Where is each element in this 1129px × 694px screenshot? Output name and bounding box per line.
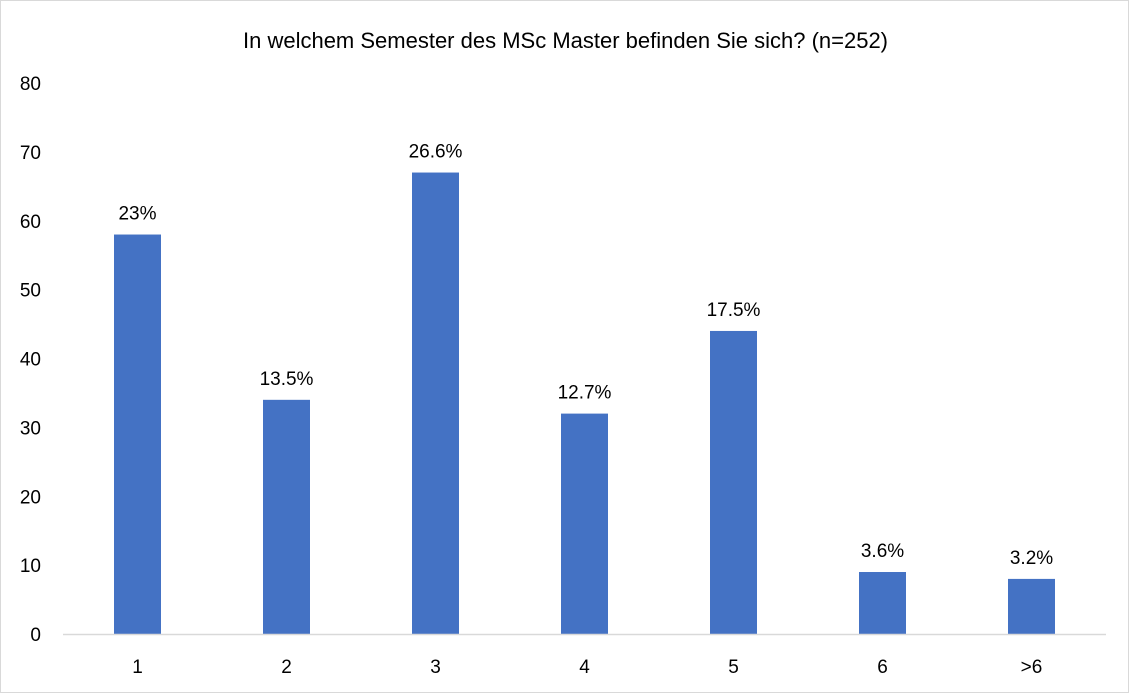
data-labels: 23% 13.5% 26.6% 12.7% 17.5% 3.6% 3.2% [118,142,1053,569]
data-label: 13.5% [260,369,314,390]
y-axis-tick-labels: 0 10 20 30 40 50 60 70 80 [20,74,41,646]
y-tick-label: 70 [20,143,41,164]
y-tick-label: 50 [20,281,41,302]
x-tick-label: >6 [1021,657,1043,678]
bar [859,572,906,634]
x-tick-label: 1 [132,657,143,678]
data-label: 23% [118,204,156,225]
x-tick-label: 3 [430,657,441,678]
x-tick-label: 6 [877,657,888,678]
bar [263,399,310,634]
y-tick-label: 60 [20,212,41,233]
data-label: 3.2% [1010,548,1053,569]
bar [710,330,757,634]
y-tick-label: 0 [30,625,41,646]
bar [114,234,161,634]
y-tick-label: 80 [20,74,41,95]
bar [561,413,608,634]
chart-title: In welchem Semester des MSc Master befin… [243,28,888,53]
x-tick-label: 2 [281,657,292,678]
x-axis-tick-labels: 1 2 3 4 5 6 >6 [132,657,1042,678]
data-label: 3.6% [861,541,904,562]
bars [114,172,1055,634]
data-label: 26.6% [409,142,463,163]
x-tick-label: 4 [579,657,590,678]
data-label: 17.5% [707,300,761,321]
y-tick-label: 10 [20,556,41,577]
y-tick-label: 40 [20,350,41,371]
bar [1008,578,1055,634]
x-tick-label: 5 [728,657,739,678]
y-tick-label: 30 [20,418,41,439]
bar [412,172,459,634]
y-tick-label: 20 [20,487,41,508]
data-label: 12.7% [558,383,612,404]
